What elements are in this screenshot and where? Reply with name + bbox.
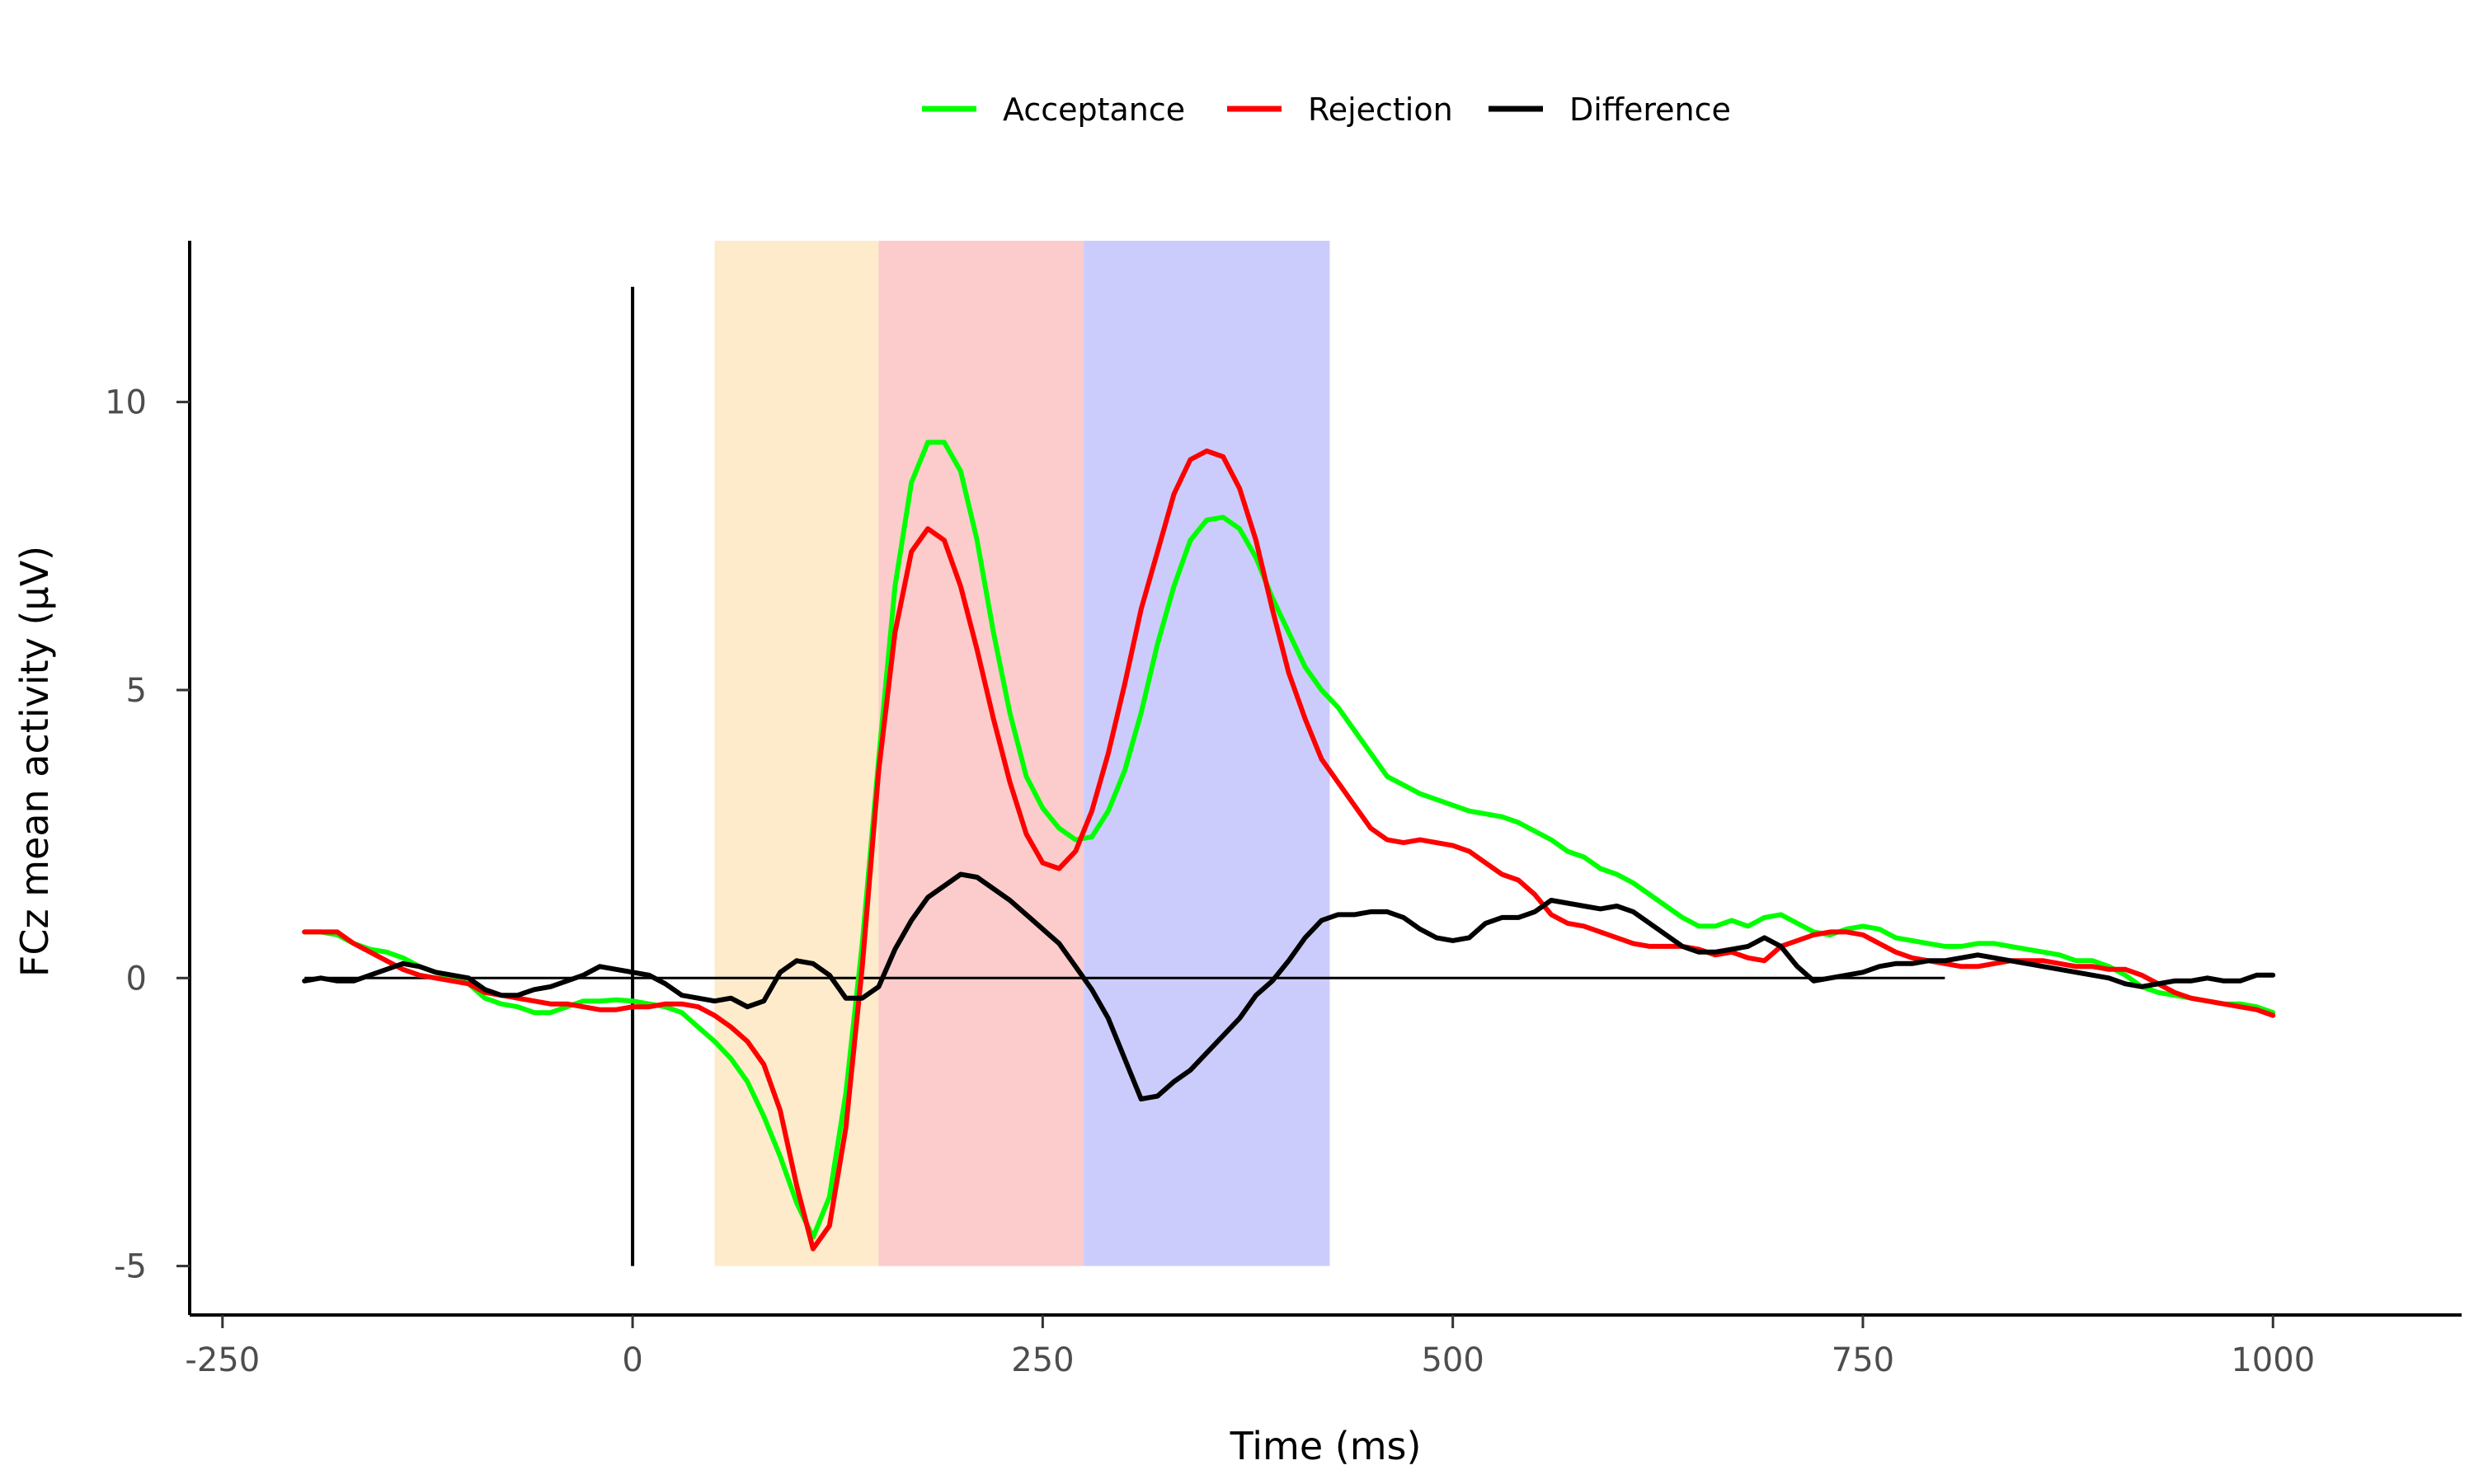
y-tick-label: 10 — [105, 384, 147, 422]
y-axis-title: FCz mean activity (µV) — [12, 546, 57, 977]
axes: -250 0 250 500 750 1000 -5 0 5 10 — [105, 241, 2462, 1379]
x-tick-label: 1000 — [2231, 1341, 2315, 1379]
x-axis-title: Time (ms) — [1230, 1424, 1422, 1468]
shaded-window-2 — [878, 241, 1084, 1266]
legend-entry-difference: Difference — [1489, 92, 1731, 128]
legend-entry-rejection: Rejection — [1227, 92, 1453, 128]
legend-entry-acceptance: Acceptance — [922, 92, 1185, 128]
x-tick-label: 750 — [1832, 1341, 1894, 1379]
series-line-difference — [302, 871, 2276, 1101]
shaded-window-1 — [714, 241, 879, 1266]
series-line-acceptance — [302, 439, 2276, 1240]
series-lines — [302, 439, 2276, 1252]
legend-label: Difference — [1569, 92, 1731, 128]
legend-label: Acceptance — [1003, 92, 1185, 128]
x-tick-label: 0 — [622, 1341, 642, 1379]
legend: Acceptance Rejection Difference — [922, 92, 1731, 128]
y-tick-label: 0 — [126, 960, 147, 998]
time-window-shading — [714, 241, 1330, 1266]
legend-label: Rejection — [1308, 92, 1453, 128]
shaded-window-3 — [1084, 241, 1330, 1266]
x-tick-label: 250 — [1011, 1341, 1074, 1379]
x-tick-label: -250 — [185, 1341, 260, 1379]
series-line-rejection — [302, 448, 2276, 1252]
y-tick-label: 5 — [126, 672, 147, 710]
y-tick-label: -5 — [114, 1248, 147, 1286]
x-tick-label: 500 — [1421, 1341, 1484, 1379]
